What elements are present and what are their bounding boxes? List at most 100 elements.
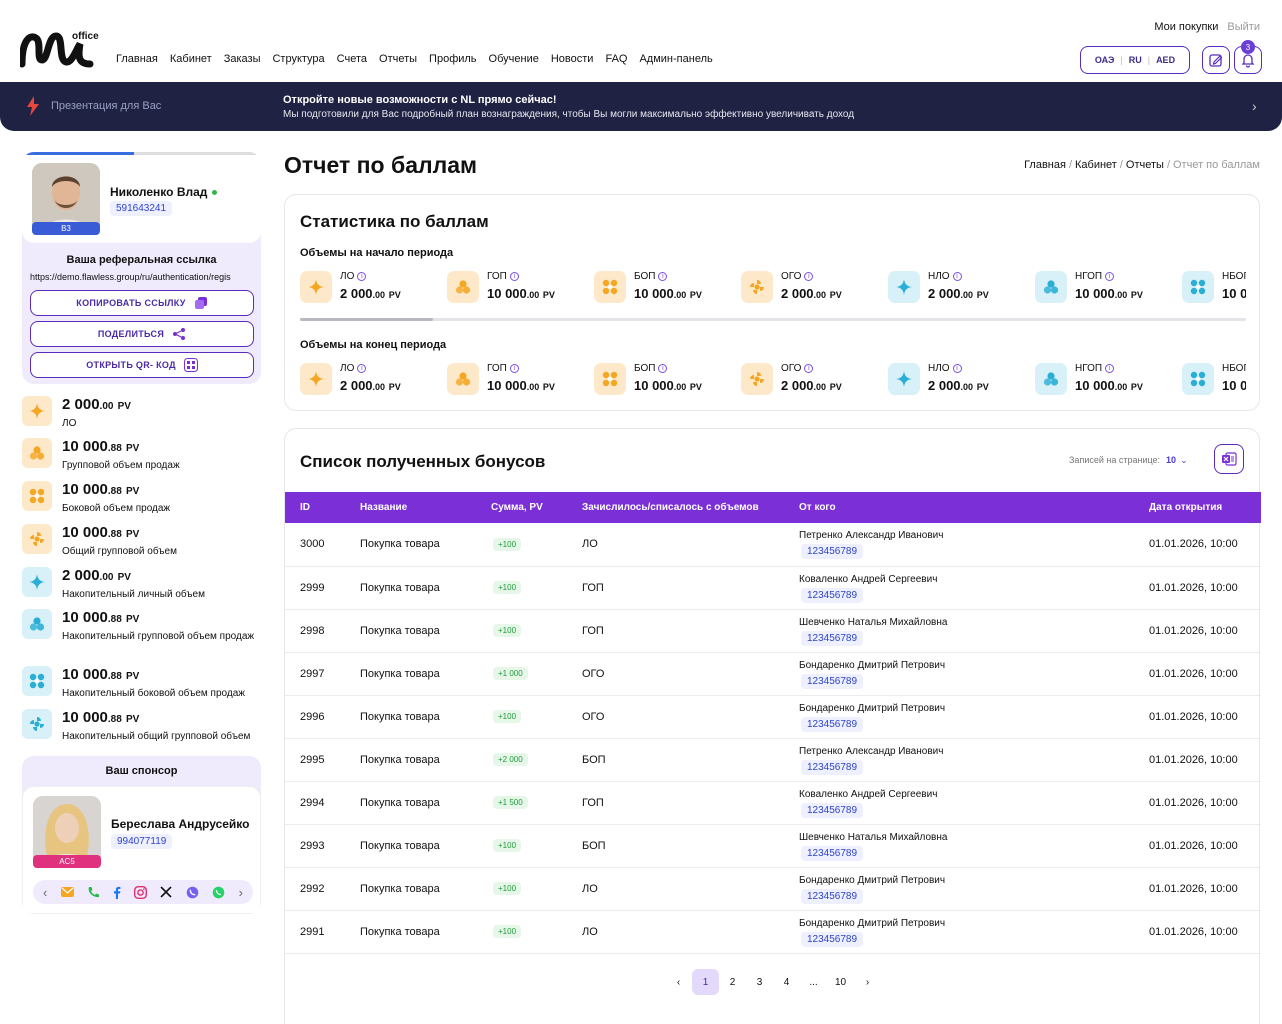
- breadcrumb-cabinet[interactable]: Кабинет: [1075, 159, 1117, 171]
- cell-volume: ОГО: [582, 710, 605, 723]
- from-id[interactable]: 123456789: [801, 888, 864, 904]
- col-sum[interactable]: Сумма, PV: [491, 502, 543, 513]
- nav-profile[interactable]: Профиль: [429, 53, 477, 65]
- info-icon[interactable]: i: [509, 363, 519, 373]
- rank-badge: B3: [32, 222, 100, 235]
- info-icon[interactable]: i: [658, 271, 668, 281]
- from-id[interactable]: 123456789: [801, 630, 864, 646]
- col-id[interactable]: ID: [300, 502, 310, 513]
- nav-faq[interactable]: FAQ: [605, 53, 628, 65]
- nav-news[interactable]: Новости: [550, 53, 594, 65]
- viber-icon[interactable]: [186, 886, 199, 899]
- export-excel-button[interactable]: [1214, 444, 1244, 474]
- nav-accounts[interactable]: Счета: [336, 53, 368, 65]
- email-icon[interactable]: [60, 887, 74, 897]
- info-icon[interactable]: i: [658, 363, 668, 373]
- nav-reports[interactable]: Отчеты: [379, 53, 418, 65]
- breadcrumb-home[interactable]: Главная: [1024, 159, 1066, 171]
- from-id[interactable]: 123456789: [801, 802, 864, 818]
- nav-structure[interactable]: Структура: [272, 53, 325, 65]
- from-id[interactable]: 123456789: [801, 587, 864, 603]
- facebook-icon[interactable]: [113, 886, 121, 899]
- qr-code-button[interactable]: ОТКРЫТЬ QR- КОД: [30, 352, 254, 378]
- whatsapp-icon[interactable]: [212, 886, 225, 899]
- referral-link-url[interactable]: https://demo.flawless.group/ru/authentic…: [30, 272, 231, 282]
- x-twitter-icon[interactable]: [160, 886, 172, 898]
- breadcrumb-reports[interactable]: Отчеты: [1125, 159, 1164, 171]
- side-stat-label: Накопительный групповой объем продаж: [62, 631, 255, 642]
- instagram-icon[interactable]: [133, 885, 147, 899]
- side-stat-label: Боковой объем продаж: [62, 503, 171, 514]
- nav-orders[interactable]: Заказы: [223, 53, 261, 65]
- prev-page-button[interactable]: ‹: [676, 976, 681, 988]
- promo-banner[interactable]: Презентация для Вас Откройте новые возмо…: [0, 82, 1282, 131]
- scrollbar-thumb[interactable]: [300, 318, 433, 321]
- info-icon[interactable]: i: [357, 363, 367, 373]
- table-row[interactable]: 2992 Покупка товара +100 ЛО Бондаренко Дмитр…: [285, 867, 1261, 910]
- chevron-right-icon[interactable]: ›: [238, 884, 243, 900]
- stats-scrollbar[interactable]: [300, 318, 1246, 321]
- table-row[interactable]: 2995 Покупка товара +2 000 БОП Петренко Алек…: [285, 738, 1261, 781]
- locale-selector[interactable]: ОАЭ | RU | AED: [1080, 46, 1190, 74]
- table-row[interactable]: 2996 Покупка товара +100 ОГО Бондаренко Дмит…: [285, 695, 1261, 738]
- info-icon[interactable]: i: [952, 363, 962, 373]
- table-row[interactable]: 2993 Покупка товара +100 БОП Шевченко Наталь…: [285, 824, 1261, 867]
- info-icon[interactable]: i: [804, 363, 814, 373]
- page-button-4[interactable]: 4: [783, 976, 790, 988]
- profile-id[interactable]: 591643241: [110, 201, 173, 216]
- page-button-5[interactable]: ...: [809, 976, 818, 988]
- edit-button[interactable]: [1202, 46, 1230, 74]
- from-name: Бондаренко Дмитрий Петрович: [799, 659, 946, 671]
- page-button-2[interactable]: 2: [729, 976, 736, 988]
- side-stat-value: 2 000.00 PV: [62, 396, 131, 413]
- logo[interactable]: [20, 30, 100, 68]
- end-period-row[interactable]: ЛО i 2 000.00 PV ГОП i 10 000.00 PV БОП i 10 000…: [300, 361, 1246, 401]
- info-icon[interactable]: i: [952, 271, 962, 281]
- info-icon[interactable]: i: [804, 271, 814, 281]
- from-id[interactable]: 123456789: [801, 845, 864, 861]
- table-row[interactable]: 3000 Покупка товара +100 ЛО Петренко Алексан…: [285, 523, 1261, 566]
- col-date[interactable]: Дата открытия: [1149, 502, 1223, 513]
- profile-header: B3 Николенко Влад 591643241: [22, 155, 261, 243]
- info-icon[interactable]: i: [509, 271, 519, 281]
- chevron-left-icon[interactable]: ‹: [43, 884, 48, 900]
- from-id[interactable]: 123456789: [801, 673, 864, 689]
- nav-training[interactable]: Обучение: [488, 53, 539, 65]
- cell-from: Бондаренко Дмитрий Петрович 123456789: [784, 652, 1134, 695]
- page-button-1[interactable]: 1: [692, 969, 719, 995]
- from-id[interactable]: 123456789: [801, 716, 864, 732]
- cell-from: Бондаренко Дмитрий Петрович 123456789: [784, 910, 1134, 953]
- col-volume[interactable]: Зачислилось/списалось с объемов: [582, 502, 759, 513]
- nav-home[interactable]: Главная: [116, 53, 158, 65]
- table-row[interactable]: 2997 Покупка товара +1 000 ОГО Бондаренко Дм…: [285, 652, 1261, 695]
- col-from[interactable]: От кого: [799, 502, 836, 513]
- info-icon[interactable]: i: [1105, 363, 1115, 373]
- my-purchases-link[interactable]: Мои покупки: [1154, 21, 1219, 33]
- page-button-3[interactable]: 3: [756, 976, 763, 988]
- nav-cabinet[interactable]: Кабинет: [169, 53, 212, 65]
- per-page-selector[interactable]: Записей на странице: 10 ⌄: [1069, 455, 1188, 466]
- info-icon[interactable]: i: [357, 271, 367, 281]
- cell-sum: +100: [476, 824, 567, 867]
- sponsor-id[interactable]: 994077119: [111, 834, 173, 849]
- from-id[interactable]: 123456789: [801, 931, 864, 947]
- col-name[interactable]: Название: [360, 502, 408, 513]
- table-row[interactable]: 2994 Покупка товара +1 500 ГОП Коваленко Анд…: [285, 781, 1261, 824]
- nav-admin[interactable]: Админ-панель: [639, 53, 713, 65]
- info-icon[interactable]: i: [1105, 271, 1115, 281]
- phone-icon[interactable]: [87, 886, 100, 898]
- next-page-button[interactable]: ›: [865, 976, 870, 988]
- logout-link[interactable]: Выйти: [1227, 21, 1260, 33]
- from-id[interactable]: 123456789: [801, 544, 864, 560]
- start-period-row[interactable]: ЛО i 2 000.00 PV ГОП i 10 000.00 PV БОП i 10 000…: [300, 269, 1246, 309]
- table-row[interactable]: 2991 Покупка товара +100 ЛО Бондаренко Дмитр…: [285, 910, 1261, 953]
- page-button-6[interactable]: 10: [834, 976, 847, 988]
- cell-sum: +100: [476, 867, 567, 910]
- pagination: ‹ 1 2 3 4... 10 ›: [285, 969, 1261, 995]
- table-row[interactable]: 2999 Покупка товара +100 ГОП Коваленко Андре…: [285, 566, 1261, 609]
- copy-link-button[interactable]: КОПИРОВАТЬ ССЫЛКУ: [30, 290, 254, 316]
- table-row[interactable]: 2998 Покупка товара +100 ГОП Шевченко Наталь…: [285, 609, 1261, 652]
- share-button[interactable]: ПОДЕЛИТЬСЯ: [30, 321, 254, 347]
- chevron-right-icon[interactable]: ›: [1252, 98, 1257, 114]
- from-id[interactable]: 123456789: [801, 759, 864, 775]
